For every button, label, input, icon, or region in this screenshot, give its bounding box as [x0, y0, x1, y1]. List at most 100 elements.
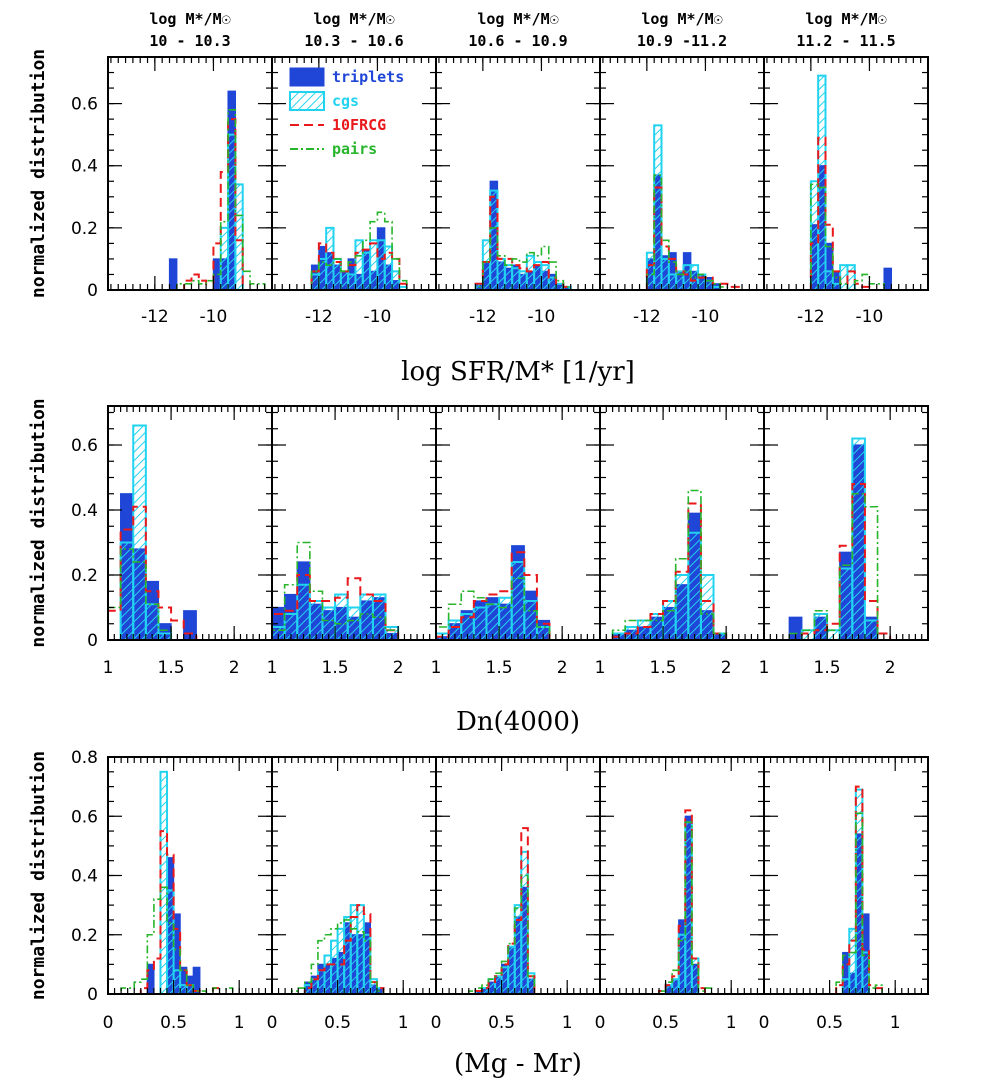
x-axis-label: log SFR/M* [1/yr]: [401, 357, 635, 387]
y-tick-label: 0.6: [71, 807, 98, 827]
x-tick-label: 1: [562, 1013, 573, 1033]
x-tick-label: -12: [633, 307, 661, 327]
panel-plot-area: [602, 124, 764, 290]
line-pairs: [272, 919, 436, 994]
x-tick-label: -12: [141, 307, 169, 327]
line-10frcg: [602, 186, 764, 290]
line-10frcg: [110, 118, 272, 290]
legend-label: triplets: [332, 68, 404, 86]
x-tick-label: -10: [364, 307, 392, 327]
bar-cgs: [383, 245, 394, 290]
bar-cgs: [839, 264, 849, 290]
line-10frcg: [274, 242, 436, 290]
bar-cgs: [359, 593, 374, 640]
y-axis-label: normalized distribution: [28, 49, 49, 298]
x-tick-label: 1.5: [322, 658, 349, 678]
bar-cgs: [369, 239, 379, 290]
bar-cgs: [227, 133, 237, 290]
bar-cgs: [682, 264, 692, 290]
line-10frcg: [436, 551, 600, 640]
bar-cgs: [674, 574, 690, 640]
bar-cgs: [339, 270, 350, 290]
panel-plot-area: [272, 541, 436, 640]
panel-plot-area: [436, 827, 600, 994]
line-10frcg: [764, 785, 928, 994]
panel-r3-c2: 0 0.5 1: [267, 756, 437, 1033]
x-tick-label: 1.5: [486, 658, 513, 678]
bar-cgs: [132, 424, 147, 640]
panel-r3-c1: 0 0.5 1 0 0.2 0.4 0.6 0.8: [71, 748, 273, 1033]
y-tick-label: 0.6: [71, 95, 98, 115]
line-pairs: [108, 548, 272, 640]
x-tick-label: 0.5: [488, 1013, 515, 1033]
panel-plot-area: [108, 424, 272, 640]
bar-cgs: [511, 267, 521, 290]
bar-cgs: [540, 264, 550, 290]
bar-triplets: [788, 616, 803, 640]
x-tick-label: 0.5: [816, 1013, 843, 1033]
bar-cgs: [347, 273, 357, 290]
bar-cgs: [809, 180, 820, 290]
x-tick-label: 1: [890, 1013, 901, 1033]
x-tick-label: 1.5: [650, 658, 677, 678]
y-tick-label: 0: [87, 281, 98, 301]
x-tick-label: 0: [431, 1013, 442, 1033]
panel-r2-c2: 1 1.5 2: [267, 405, 437, 678]
x-tick-label: 0.5: [160, 1013, 187, 1033]
line-pairs: [764, 492, 928, 640]
line-10frcg: [438, 195, 600, 290]
bar-cgs: [518, 270, 528, 290]
bar-cgs: [547, 276, 558, 290]
x-tick-label: 0: [267, 1013, 278, 1033]
y-tick-label: 0.4: [71, 501, 98, 521]
panel-title-mass: log M*/M☉: [313, 10, 394, 28]
x-tick-label: 1: [234, 1013, 245, 1033]
x-tick-label: 1: [398, 1013, 409, 1033]
bar-cgs: [481, 239, 492, 290]
line-pairs: [110, 109, 272, 290]
x-tick-label: -12: [305, 307, 333, 327]
y-tick-label: 0.2: [71, 566, 98, 586]
legend-label: cgs: [332, 92, 359, 110]
bar-cgs: [660, 257, 670, 290]
bar-cgs: [119, 541, 135, 640]
y-axis-label: normalized distribution: [28, 398, 49, 647]
bar-cgs: [525, 254, 536, 290]
panel-plot-area: [600, 809, 764, 994]
x-tick-label: 2: [393, 658, 404, 678]
bar-cgs: [334, 593, 349, 640]
x-tick-label: -10: [528, 307, 556, 327]
x-tick-label: 1: [595, 658, 606, 678]
y-axis-label: normalized distribution: [28, 751, 49, 1000]
panel-r2-c3: 1 1.5 2: [431, 405, 601, 678]
x-axis-label: Dn(4000): [456, 707, 580, 737]
bar-cgs: [489, 189, 499, 290]
bar-triplets: [883, 267, 892, 290]
panel-plot-area: [764, 785, 928, 994]
bar-cgs: [159, 770, 169, 994]
x-tick-label: -10: [856, 307, 884, 327]
panel-plot-area: [766, 74, 928, 290]
x-tick-label: 1: [431, 658, 442, 678]
panel-title-mass: log M*/M☉: [805, 10, 886, 28]
legend-label: pairs: [332, 140, 377, 158]
bar-triplets: [168, 258, 178, 290]
y-tick-label: 0.2: [71, 219, 98, 239]
y-tick-label: 0.8: [71, 748, 98, 768]
x-tick-label: 2: [885, 658, 896, 678]
line-pairs: [272, 541, 436, 640]
bar-cgs: [496, 257, 506, 290]
line-10frcg: [272, 904, 436, 994]
panel-r2-c5: 1 1.5 2: [759, 405, 929, 678]
bar-cgs: [376, 239, 386, 290]
bar-cgs: [824, 270, 834, 290]
bar-cgs: [332, 257, 342, 290]
bar-cgs: [234, 183, 244, 290]
line-pairs: [436, 577, 600, 640]
line-pairs: [764, 812, 928, 994]
bar-cgs: [838, 567, 854, 640]
x-tick-label: 0.5: [652, 1013, 679, 1033]
bar-cgs: [699, 574, 715, 640]
bar-cgs: [325, 226, 335, 290]
panel-r2-c1: 1 1.5 2 0 0.2 0.4 0.6: [71, 405, 273, 678]
